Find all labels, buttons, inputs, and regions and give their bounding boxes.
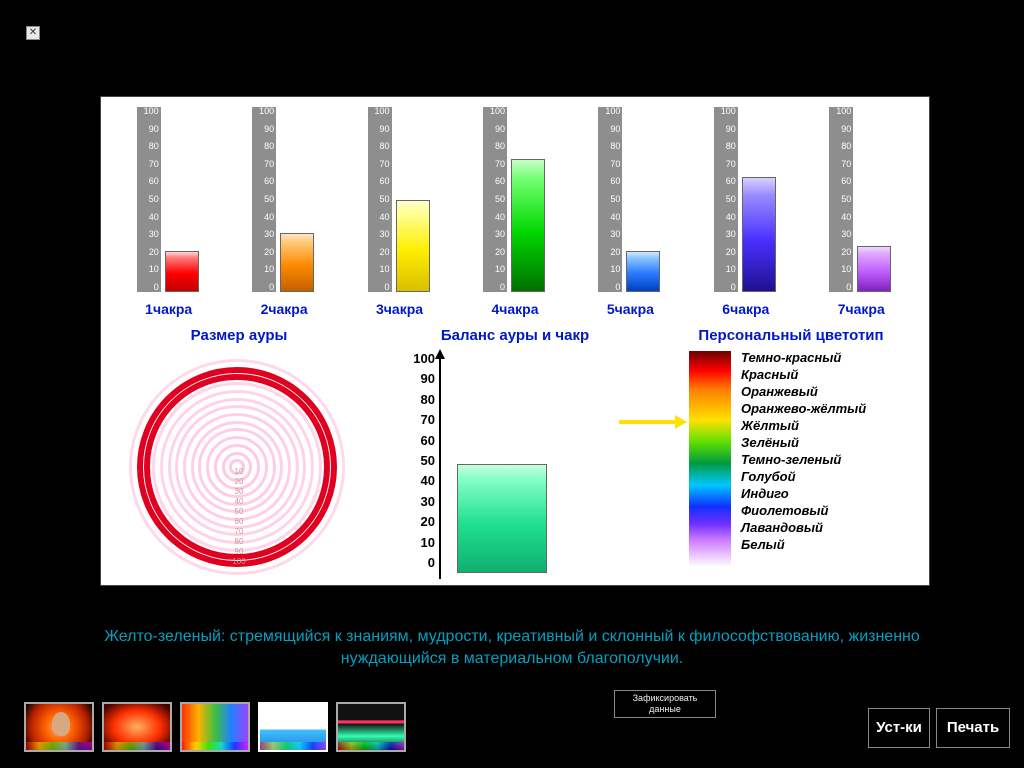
chakra-bar-2чакра: 10090807060504030201002чакра [234, 107, 334, 317]
chakra-bar-7чакра: 10090807060504030201007чакра [811, 107, 911, 317]
balance-chart: 1009080706050403020100 [377, 351, 653, 579]
lower-sections: Размер ауры 102030405060708090100 Баланс… [101, 325, 929, 585]
colortype-title: Персональный цветотип [653, 327, 929, 344]
aura-size-section: Размер ауры 102030405060708090100 [101, 325, 377, 585]
close-button[interactable]: ✕ [26, 26, 40, 40]
balance-section: Баланс ауры и чакр 100908070605040302010… [377, 325, 653, 585]
chakra-bar-4чакра: 10090807060504030201004чакра [465, 107, 565, 317]
colortype-section: Персональный цветотип Темно-красныйКрасн… [653, 325, 929, 585]
chakra-bar-3чакра: 10090807060504030201003чакра [350, 107, 450, 317]
thumbnail-1[interactable] [24, 702, 94, 752]
thumbnail-5[interactable] [336, 702, 406, 752]
chakra-bar-6чакра: 10090807060504030201006чакра [696, 107, 796, 317]
print-button[interactable]: Печать [936, 708, 1010, 748]
main-panel: 10090807060504030201001чакра100908070605… [100, 96, 930, 586]
thumbnail-3[interactable] [180, 702, 250, 752]
settings-button[interactable]: Уст-ки [868, 708, 930, 748]
balance-title: Баланс ауры и чакр [377, 327, 653, 344]
chakra-bar-chart: 10090807060504030201001чакра100908070605… [111, 107, 919, 317]
fix-data-label-2: данные [615, 704, 715, 715]
spectrum-chart: Темно-красныйКрасныйОранжевыйОранжево-жё… [653, 351, 929, 579]
fix-data-button[interactable]: Зафиксировать данные [614, 690, 716, 718]
fix-data-label-1: Зафиксировать [615, 693, 715, 704]
thumbnail-4[interactable] [258, 702, 328, 752]
aura-rings: 102030405060708090100 [101, 351, 377, 585]
result-description: Желто-зеленый: стремящийся к знаниям, му… [0, 626, 1024, 670]
chakra-bar-1чакра: 10090807060504030201001чакра [119, 107, 219, 317]
aura-size-title: Размер ауры [101, 327, 377, 344]
thumbnail-row [24, 702, 406, 752]
chakra-bar-5чакра: 10090807060504030201005чакра [580, 107, 680, 317]
thumbnail-2[interactable] [102, 702, 172, 752]
